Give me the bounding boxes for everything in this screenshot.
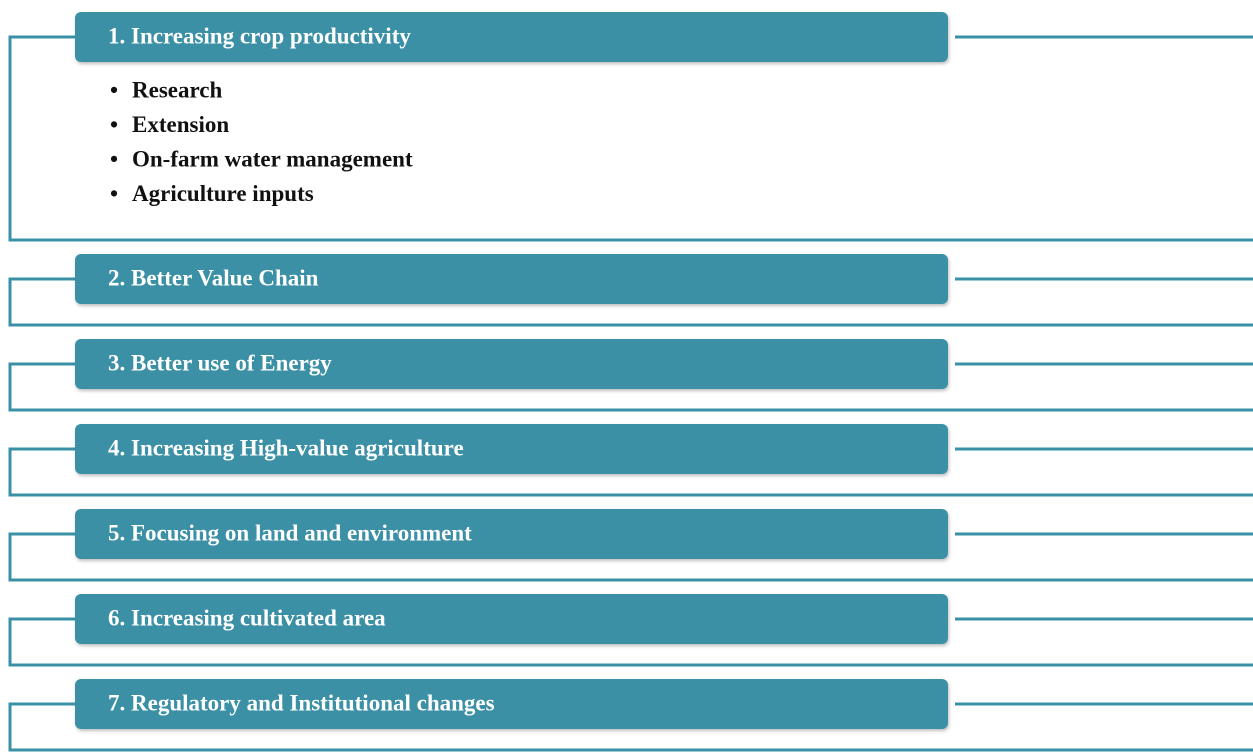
item-title: 4. Increasing High-value agriculture [108, 435, 464, 460]
item-header [75, 679, 948, 729]
bullet-dot: • [110, 112, 118, 137]
bullet-dot: • [110, 77, 118, 102]
frame-line [8, 277, 1253, 327]
item-header [75, 424, 948, 474]
frame-line [8, 35, 1253, 242]
frame-line [8, 447, 1253, 497]
item-header [75, 254, 948, 304]
frame-line [8, 702, 1253, 752]
frame-line [8, 362, 1253, 412]
item-title: 3. Better use of Energy [108, 350, 332, 375]
bullet-text: Extension [132, 112, 229, 137]
item-title: 2. Better Value Chain [108, 265, 319, 290]
item-title: 1. Increasing crop productivity [108, 23, 411, 48]
frame-line [8, 532, 1253, 582]
item-title: 5. Focusing on land and environment [108, 520, 472, 545]
item-header [75, 594, 948, 644]
bullet-text: Research [132, 77, 222, 102]
frame-line [8, 617, 1253, 667]
bullet-dot: • [110, 146, 118, 171]
bullet-text: On-farm water management [132, 146, 413, 171]
item-title: 6. Increasing cultivated area [108, 605, 386, 630]
bullet-text: Agriculture inputs [132, 181, 314, 206]
item-header [75, 12, 948, 62]
item-header [75, 509, 948, 559]
item-header [75, 339, 948, 389]
item-title: 7. Regulatory and Institutional changes [108, 690, 495, 715]
bullet-dot: • [110, 181, 118, 206]
